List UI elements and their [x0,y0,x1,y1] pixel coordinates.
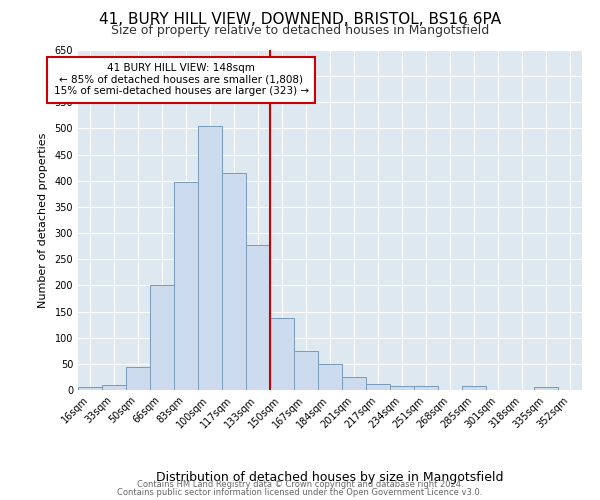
Bar [270,318,294,390]
Text: 41, BURY HILL VIEW, DOWNEND, BRISTOL, BS16 6PA: 41, BURY HILL VIEW, DOWNEND, BRISTOL, BS… [99,12,501,28]
Bar [342,378,366,390]
Bar [366,384,390,390]
Bar [102,385,126,390]
Bar [126,367,150,390]
Bar [78,388,102,390]
X-axis label: Distribution of detached houses by size in Mangotsfield: Distribution of detached houses by size … [156,472,504,484]
Bar [294,352,318,390]
Bar [462,386,486,390]
Bar [414,386,438,390]
Bar [222,173,246,390]
Text: Contains public sector information licensed under the Open Government Licence v3: Contains public sector information licen… [118,488,482,497]
Text: 41 BURY HILL VIEW: 148sqm
← 85% of detached houses are smaller (1,808)
15% of se: 41 BURY HILL VIEW: 148sqm ← 85% of detac… [53,63,309,96]
Bar [198,126,222,390]
Bar [390,386,414,390]
Bar [318,364,342,390]
Text: Size of property relative to detached houses in Mangotsfield: Size of property relative to detached ho… [111,24,489,37]
Bar [534,388,558,390]
Y-axis label: Number of detached properties: Number of detached properties [38,132,47,308]
Bar [246,244,270,390]
Bar [150,286,174,390]
Bar [174,182,198,390]
Text: Contains HM Land Registry data © Crown copyright and database right 2024.: Contains HM Land Registry data © Crown c… [137,480,463,489]
